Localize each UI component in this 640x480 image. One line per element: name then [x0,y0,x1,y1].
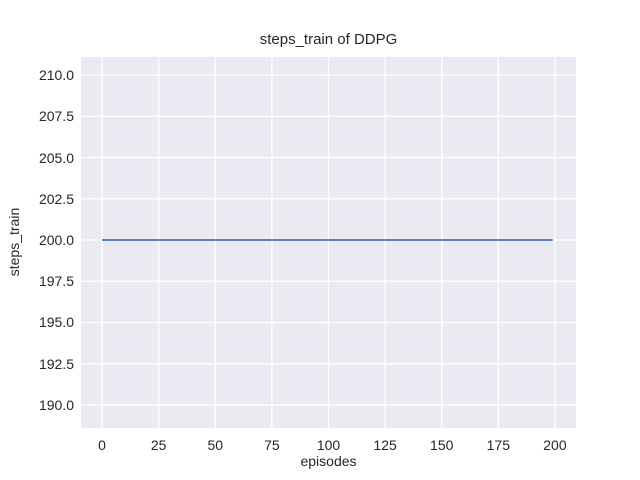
x-tick-label: 100 [316,437,341,453]
y-tick-label: 205.0 [38,149,74,166]
chart-title: steps_train of DDPG [259,31,398,48]
grid-lines [81,57,576,428]
x-tick-label: 200 [543,437,567,453]
x-tick-label: 25 [150,437,167,453]
y-tick-label: 200.0 [38,232,74,249]
plot-area [81,57,576,428]
y-tick-label: 202.5 [38,190,74,207]
x-axis-label: episodes [300,453,357,469]
x-tick-label: 75 [264,437,280,453]
y-tick-label: 207.5 [38,108,74,125]
x-tick-label: 125 [373,437,397,453]
x-tick-label: 150 [430,437,454,453]
x-tick-label: 50 [207,437,224,453]
x-tick-label: 175 [486,437,510,453]
y-tick-label: 195.0 [38,314,74,331]
y-tick-label: 192.5 [38,355,74,372]
x-tick-label: 0 [98,437,106,453]
y-tick-label: 190.0 [38,396,74,413]
y-tick-label: 210.0 [38,67,74,84]
y-tick-label: 197.5 [38,273,74,290]
